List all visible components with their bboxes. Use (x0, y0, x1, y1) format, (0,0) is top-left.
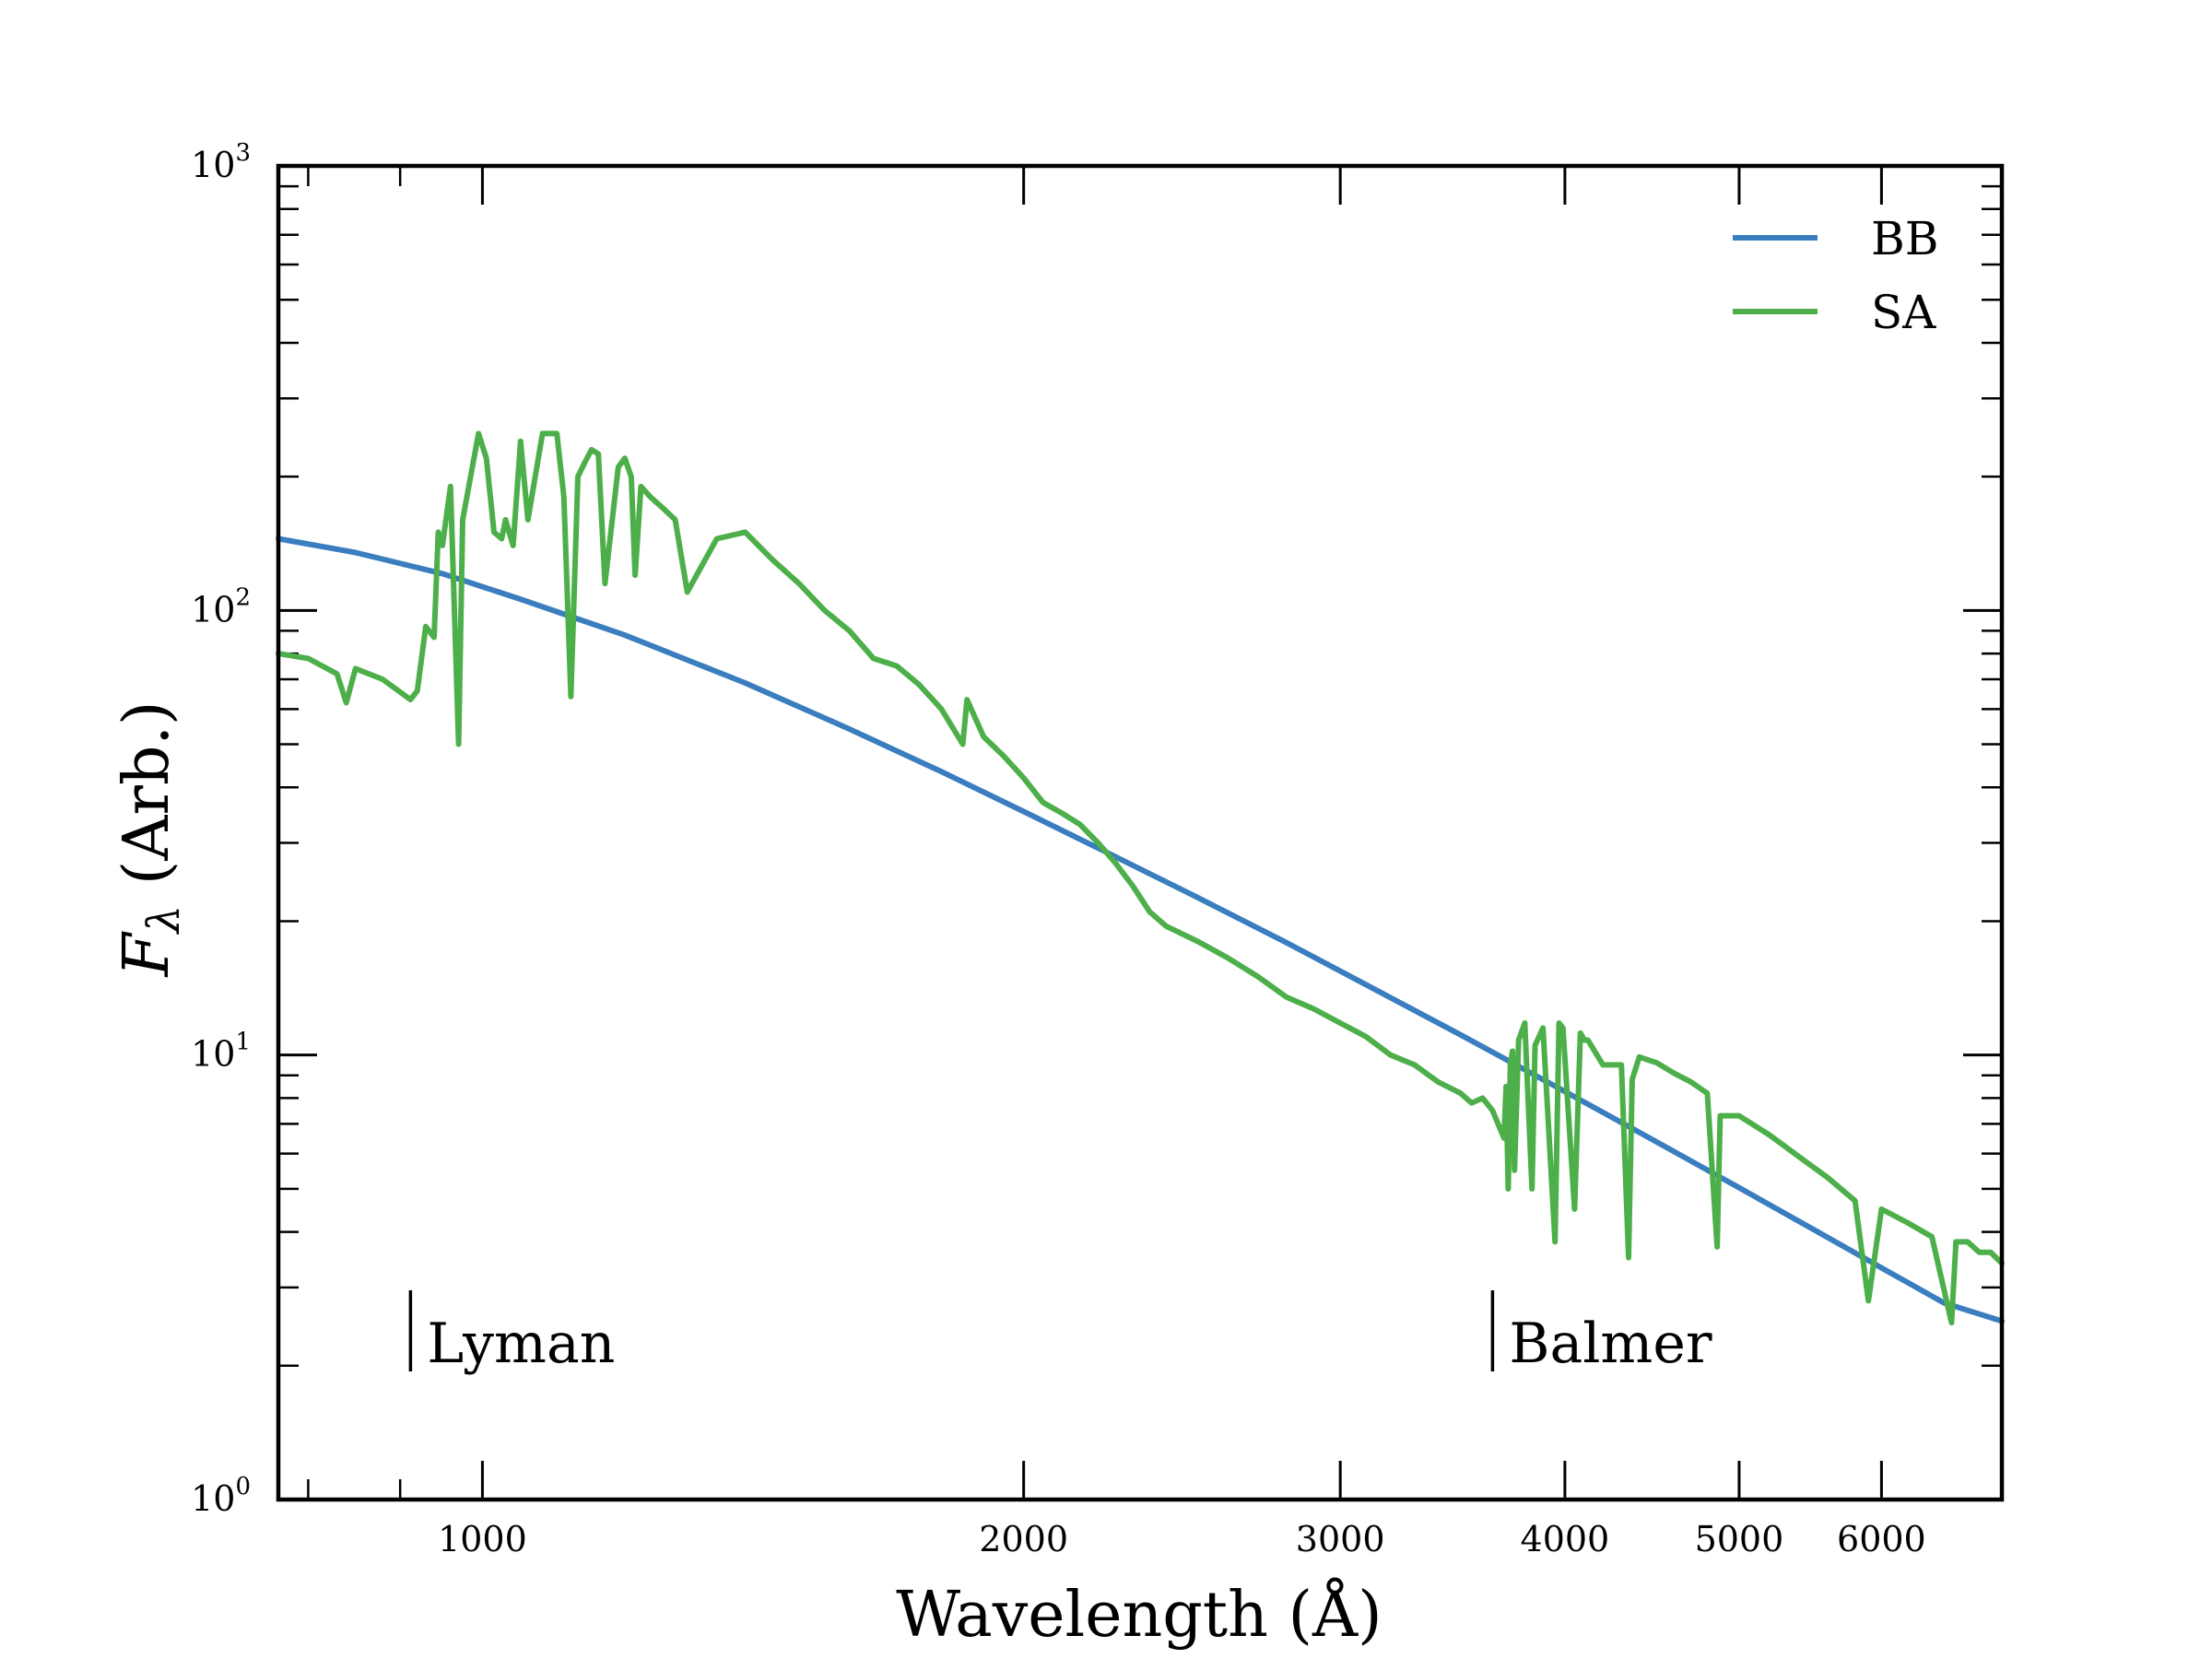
x-tick-label: 1000 (438, 1519, 527, 1559)
series-layer (276, 430, 2005, 1326)
annotation-label-balmer: Balmer (1509, 1312, 1712, 1376)
annotation-layer: Lyman Balmer (408, 1290, 1712, 1376)
minor-ticks (278, 166, 2002, 1500)
legend-label-bb: BB (1871, 212, 1939, 265)
y-tick-label: 103 (191, 139, 251, 185)
legend-label-sa: SA (1871, 286, 1936, 339)
x-tick-label: 6000 (1837, 1519, 1926, 1559)
y-tick-label: 102 (191, 583, 251, 629)
series-line-sa (276, 430, 2005, 1326)
series-line-bb (276, 535, 2005, 1324)
y-tick-label: 100 (191, 1473, 251, 1519)
x-tick-label: 2000 (979, 1519, 1068, 1559)
legend: BB SA (1733, 212, 1939, 339)
x-tick-label: 3000 (1296, 1519, 1385, 1559)
y-axis-label-rest: (Arb.) (111, 700, 183, 904)
x-axis-label: Wavelength (Å) (896, 1578, 1382, 1652)
plot-frame (276, 163, 2005, 1502)
x-tick-label: 4000 (1521, 1519, 1610, 1559)
y-axis-label-main: F (111, 931, 183, 979)
y-tick-labels: 100 101 102 103 (191, 139, 251, 1519)
y-tick-label: 101 (191, 1029, 251, 1075)
y-axis-label: Fλ (Arb.) (111, 700, 190, 978)
y-axis-label-sub: λ (138, 905, 190, 935)
annotation-label-lyman: Lyman (427, 1312, 615, 1376)
x-tick-labels: 1000 2000 3000 4000 5000 6000 (438, 1519, 1926, 1559)
x-tick-label: 5000 (1695, 1519, 1784, 1559)
